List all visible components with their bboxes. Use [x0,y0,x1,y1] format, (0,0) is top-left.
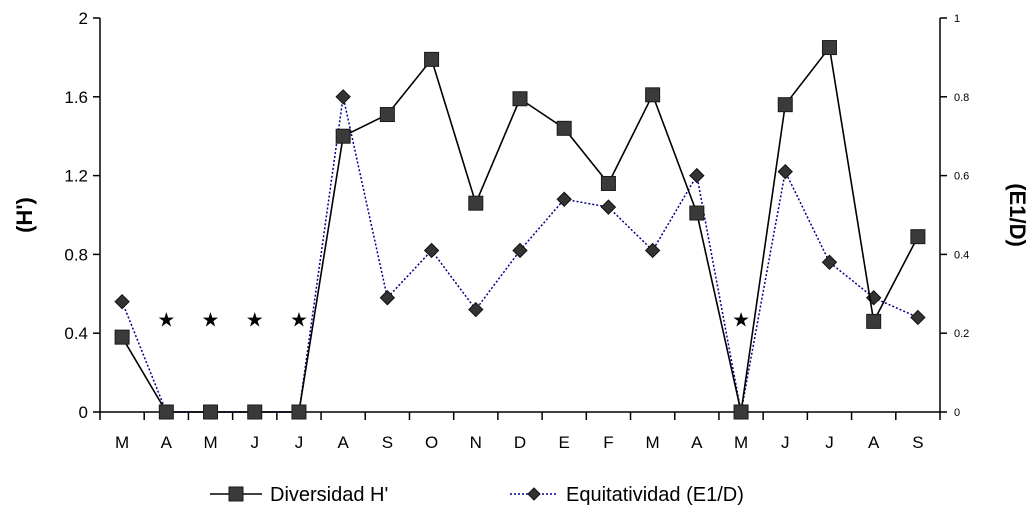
data-point [512,242,528,259]
series-equitatividad [114,89,926,420]
x-tick-label: M [646,433,660,452]
data-point [423,242,440,259]
data-point [821,254,838,270]
x-tick-label: F [603,433,613,452]
x-tick-label: N [470,433,482,452]
x-tick-label: S [912,433,923,452]
x-tick-label: A [691,433,703,452]
axes: 0 0.4 0.8 1.2 1.6 2 0 0.2 0.4 0.6 0.8 1 M A M J J A S O N D E F… [12,9,1026,452]
legend-label-diversidad: Diversidad H' [270,484,388,506]
data-point [335,128,351,144]
data-point [247,404,263,420]
annotation-star: ★ [157,307,175,331]
data-point [379,107,395,123]
data-point [556,120,572,136]
data-point [203,404,219,420]
left-axis-title: (H') [12,197,37,233]
x-tick-label: J [250,433,259,452]
right-axis-title: (E1/D) [1005,183,1026,247]
series-diversidad [114,40,926,420]
data-point [114,329,130,345]
left-tick-label: 1.6 [64,88,88,107]
right-tick-label: 0 [954,407,960,419]
data-point [600,175,616,191]
data-point [645,87,661,103]
annotation-star: ★ [246,307,264,331]
data-point [291,404,307,420]
annotation-star: ★ [202,307,220,331]
right-tick-label: 0.4 [954,249,969,261]
data-point [910,229,926,245]
legend-marker-diamond [527,487,541,501]
x-tick-label: A [868,433,880,452]
annotation-star: ★ [732,307,750,331]
data-point [600,199,617,215]
data-point [512,91,528,107]
annotations-layer: ★ ★ ★ ★ ★ [157,307,750,331]
data-point [644,242,661,259]
data-point [821,40,837,56]
right-tick-label: 0.6 [954,171,969,183]
x-tick-label: M [734,433,748,452]
data-point [468,195,484,211]
data-point [689,167,705,184]
data-point [379,290,396,306]
left-tick-label: 2 [79,9,88,28]
annotation-star: ★ [290,307,308,331]
series-layer [114,40,926,420]
legend-label-equitatividad: Equitatividad (E1/D) [566,484,744,506]
right-tick-label: 1 [954,13,960,25]
x-tick-label: O [425,433,438,452]
data-point [468,301,484,318]
data-point [777,97,793,113]
data-point [910,309,926,326]
legend: Diversidad H' Equitatividad (E1/D) [210,484,744,506]
data-point [158,404,174,420]
legend-marker-square [228,486,244,502]
data-point [689,205,705,221]
x-tick-label: J [781,433,790,452]
x-tick-label: A [161,433,173,452]
left-tick-label: 1.2 [64,167,88,186]
data-point [733,404,749,420]
data-point [335,89,351,105]
x-tick-label: D [514,433,526,452]
right-tick-label: 0.8 [954,92,969,104]
data-point [424,51,440,67]
x-tick-label: S [382,433,393,452]
data-point [114,293,130,310]
left-tick-label: 0 [79,403,88,422]
x-tick-label: E [559,433,570,452]
x-tick-label: M [203,433,217,452]
left-tick-label: 0.4 [64,324,88,343]
data-point [777,163,793,180]
data-point [866,313,882,329]
left-tick-label: 0.8 [64,245,88,264]
x-tick-label: J [825,433,834,452]
right-tick-label: 0.2 [954,328,969,340]
x-tick-label: J [295,433,304,452]
data-point [556,191,572,207]
x-tick-label: A [337,433,349,452]
x-tick-label: M [115,433,129,452]
